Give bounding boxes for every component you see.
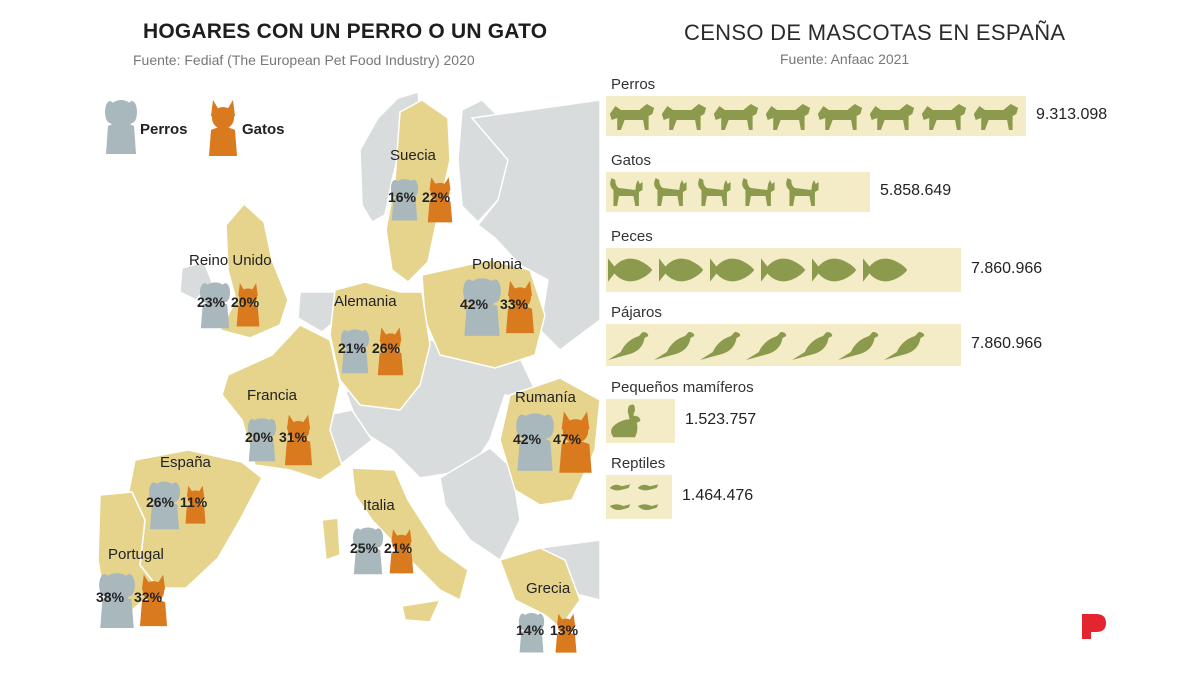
census-category-label: Pájaros: [611, 304, 662, 321]
legend-cat-icon: [209, 100, 237, 156]
cat-icon-espana: [185, 485, 206, 524]
map-chart-title: HOGARES CON UN PERRO O UN GATO: [143, 20, 548, 43]
map-italy-island-sicily: [401, 599, 442, 623]
legend-cat-label: Gatos: [242, 121, 285, 138]
map-uk: [218, 202, 289, 339]
census-category-label: Pequeños mamíferos: [611, 379, 754, 396]
cat-pct-grecia: 13%: [550, 622, 579, 638]
census-value-label: 9.313.098: [1036, 106, 1108, 123]
country-name-italia: Italia: [363, 497, 395, 514]
census-bar-2: [606, 172, 870, 212]
census-bar-6: [606, 475, 672, 519]
census-value-label: 7.860.966: [971, 260, 1043, 277]
cat-pct-espana: 11%: [180, 494, 208, 510]
dog-icon-alemania: [340, 328, 370, 373]
census-value-label: 1.464.476: [682, 487, 754, 504]
cat-icon-grecia: [555, 613, 577, 653]
cat-icon-alemania: [377, 326, 404, 375]
dog-icon-row: [609, 104, 1019, 130]
census-chart-source: Fuente: Anfaac 2021: [780, 51, 910, 67]
legend-dog-label: Perros: [140, 121, 188, 138]
census-category-label: Peces: [611, 228, 653, 245]
dog-icon-reino-unido: [199, 281, 231, 328]
cat-pct-reino-unido: 20%: [231, 294, 260, 310]
cat-pct-suecia: 22%: [422, 189, 451, 205]
cat-icon-rumania: [559, 411, 592, 473]
fish-icon-row: [608, 258, 908, 282]
country-name-alemania: Alemania: [334, 293, 397, 310]
dog-pct-italia: 25%: [350, 540, 379, 556]
bird-icon-row: [608, 332, 925, 360]
dog-icon-francia: [247, 418, 277, 462]
dog-icon-rumania: [516, 413, 554, 471]
census-value-label: 1.523.757: [685, 411, 757, 428]
country-name-reino-unido: Reino Unido: [189, 252, 272, 269]
cat-icon-italia: [389, 528, 414, 573]
dog-pct-reino-unido: 23%: [197, 294, 226, 310]
cat-pct-alemania: 26%: [372, 340, 401, 356]
legend-dog-icon: [105, 100, 137, 154]
dog-icon-polonia: [463, 278, 501, 336]
dog-pct-polonia: 42%: [460, 296, 489, 312]
cat-pct-rumania: 47%: [553, 431, 582, 447]
country-name-polonia: Polonia: [472, 256, 523, 273]
cat-icon-francia: [284, 414, 313, 466]
country-name-francia: Francia: [247, 387, 298, 404]
dog-pct-portugal: 38%: [96, 589, 125, 605]
lizard-icon-row: [609, 484, 659, 511]
publisher-logo-icon: [1082, 614, 1106, 639]
cat-icon-reino-unido: [236, 283, 260, 327]
dog-icon-portugal: [99, 572, 135, 628]
rabbit-icon-row: [611, 404, 641, 438]
country-name-suecia: Suecia: [390, 147, 436, 164]
dog-pct-grecia: 14%: [516, 622, 545, 638]
map-sweden: [385, 99, 451, 283]
dog-pct-francia: 20%: [245, 429, 274, 445]
cat-icon-row: [610, 178, 819, 206]
census-category-label: Gatos: [611, 152, 652, 169]
country-name-rumania: Rumanía: [515, 389, 576, 406]
dog-pct-espana: 26%: [146, 494, 175, 510]
dog-icon-grecia: [518, 612, 545, 653]
census-category-label: Perros: [611, 76, 656, 93]
dog-pct-alemania: 21%: [338, 340, 367, 356]
cat-icon-portugal: [139, 574, 168, 626]
country-name-portugal: Portugal: [108, 546, 164, 563]
dog-icon-italia: [352, 527, 384, 575]
cat-pct-portugal: 32%: [134, 589, 163, 605]
map-germany: [329, 281, 431, 411]
dog-pct-suecia: 16%: [388, 189, 417, 205]
census-category-label: Reptiles: [611, 455, 666, 472]
cat-pct-francia: 31%: [279, 429, 308, 445]
map-land-russia-baltic: [470, 99, 600, 351]
cat-icon-polonia: [506, 280, 534, 334]
cat-pct-italia: 21%: [384, 540, 413, 556]
map-italy-island-sardinia: [321, 517, 341, 562]
cat-icon-suecia: [427, 177, 453, 223]
map-greece: [499, 547, 581, 630]
census-value-label: 5.858.649: [880, 182, 952, 199]
map-land-balkans: [439, 447, 521, 562]
map-chart-source: Fuente: Fediaf (The European Pet Food In…: [133, 52, 475, 68]
cat-pct-polonia: 33%: [500, 296, 529, 312]
country-name-grecia: Grecia: [526, 580, 571, 597]
country-name-espana: España: [160, 454, 211, 471]
dog-pct-rumania: 42%: [513, 431, 542, 447]
dog-icon-suecia: [390, 179, 419, 221]
dog-icon-espana: [148, 481, 181, 529]
census-value-label: 7.860.966: [971, 335, 1043, 352]
census-chart-title: CENSO DE MASCOTAS EN ESPAÑA: [684, 20, 1066, 45]
